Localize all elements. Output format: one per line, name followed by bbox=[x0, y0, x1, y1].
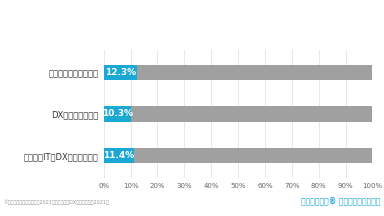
Text: 12.3%: 12.3% bbox=[105, 68, 136, 77]
Text: ひとり情シス® ワーキンググループ: ひとり情シス® ワーキンググループ bbox=[301, 197, 380, 206]
Bar bbox=[104, 148, 372, 163]
Bar bbox=[104, 106, 372, 122]
Bar bbox=[104, 65, 137, 80]
Bar bbox=[104, 106, 131, 122]
Text: ©「ひとり情シス実態調査2021」「中堅企業DX投資動向調査2021」: ©「ひとり情シス実態調査2021」「中堅企業DX投資動向調査2021」 bbox=[4, 199, 110, 205]
Bar bbox=[104, 148, 134, 163]
Text: 10.3%: 10.3% bbox=[102, 110, 133, 118]
Text: 中堅企業で進捗しないデジタル化: 中堅企業で進捗しないデジタル化 bbox=[5, 15, 155, 33]
Text: 11.4%: 11.4% bbox=[103, 151, 135, 160]
Bar bbox=[104, 65, 372, 80]
